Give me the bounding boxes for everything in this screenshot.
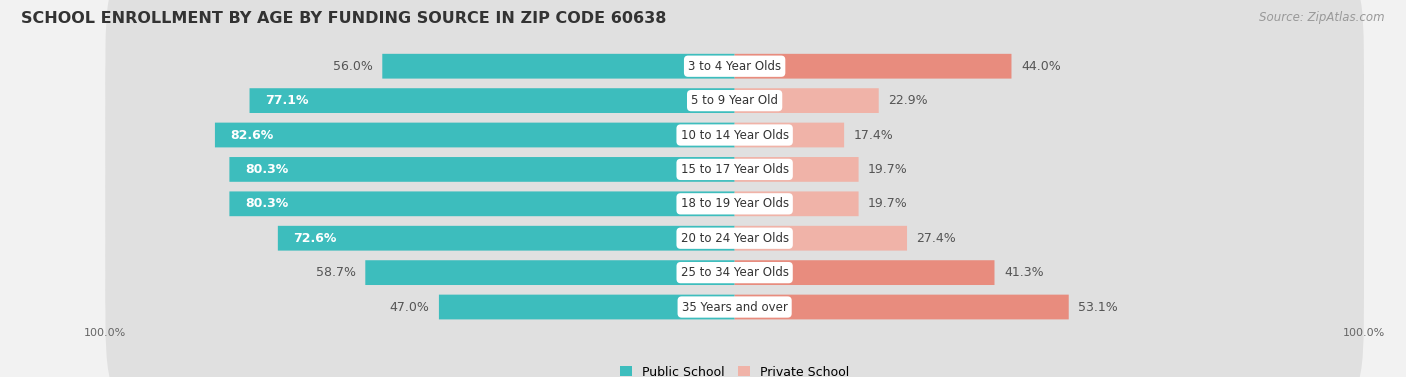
Text: 3 to 4 Year Olds: 3 to 4 Year Olds	[688, 60, 782, 73]
FancyBboxPatch shape	[105, 121, 1364, 287]
FancyBboxPatch shape	[105, 190, 1364, 356]
FancyBboxPatch shape	[105, 52, 1364, 218]
Text: 80.3%: 80.3%	[245, 163, 288, 176]
Text: 15 to 17 Year Olds: 15 to 17 Year Olds	[681, 163, 789, 176]
Text: 17.4%: 17.4%	[853, 129, 893, 141]
FancyBboxPatch shape	[105, 155, 1364, 321]
FancyBboxPatch shape	[105, 18, 1364, 184]
Text: 53.1%: 53.1%	[1078, 300, 1118, 314]
FancyBboxPatch shape	[734, 295, 1069, 319]
FancyBboxPatch shape	[734, 226, 907, 251]
FancyBboxPatch shape	[229, 192, 734, 216]
Text: 80.3%: 80.3%	[245, 197, 288, 210]
FancyBboxPatch shape	[734, 54, 1011, 78]
FancyBboxPatch shape	[382, 54, 734, 78]
FancyBboxPatch shape	[105, 0, 1364, 149]
FancyBboxPatch shape	[734, 123, 844, 147]
FancyBboxPatch shape	[105, 224, 1364, 377]
Text: 41.3%: 41.3%	[1004, 266, 1043, 279]
Legend: Public School, Private School: Public School, Private School	[620, 366, 849, 377]
FancyBboxPatch shape	[734, 157, 859, 182]
Text: 20 to 24 Year Olds: 20 to 24 Year Olds	[681, 232, 789, 245]
Text: 47.0%: 47.0%	[389, 300, 429, 314]
FancyBboxPatch shape	[229, 157, 734, 182]
Text: 19.7%: 19.7%	[868, 163, 908, 176]
Text: 19.7%: 19.7%	[868, 197, 908, 210]
FancyBboxPatch shape	[278, 226, 734, 251]
Text: 82.6%: 82.6%	[231, 129, 274, 141]
FancyBboxPatch shape	[105, 86, 1364, 252]
Text: 27.4%: 27.4%	[917, 232, 956, 245]
Text: 77.1%: 77.1%	[266, 94, 309, 107]
FancyBboxPatch shape	[215, 123, 734, 147]
FancyBboxPatch shape	[734, 260, 994, 285]
Text: 72.6%: 72.6%	[294, 232, 337, 245]
Text: 25 to 34 Year Olds: 25 to 34 Year Olds	[681, 266, 789, 279]
Text: Source: ZipAtlas.com: Source: ZipAtlas.com	[1260, 11, 1385, 24]
Text: 56.0%: 56.0%	[333, 60, 373, 73]
Text: 44.0%: 44.0%	[1021, 60, 1060, 73]
Text: SCHOOL ENROLLMENT BY AGE BY FUNDING SOURCE IN ZIP CODE 60638: SCHOOL ENROLLMENT BY AGE BY FUNDING SOUR…	[21, 11, 666, 26]
FancyBboxPatch shape	[366, 260, 734, 285]
FancyBboxPatch shape	[439, 295, 734, 319]
FancyBboxPatch shape	[734, 88, 879, 113]
Text: 22.9%: 22.9%	[889, 94, 928, 107]
FancyBboxPatch shape	[734, 192, 859, 216]
FancyBboxPatch shape	[249, 88, 734, 113]
Text: 10 to 14 Year Olds: 10 to 14 Year Olds	[681, 129, 789, 141]
Text: 18 to 19 Year Olds: 18 to 19 Year Olds	[681, 197, 789, 210]
Text: 58.7%: 58.7%	[316, 266, 356, 279]
Text: 5 to 9 Year Old: 5 to 9 Year Old	[692, 94, 778, 107]
Text: 35 Years and over: 35 Years and over	[682, 300, 787, 314]
